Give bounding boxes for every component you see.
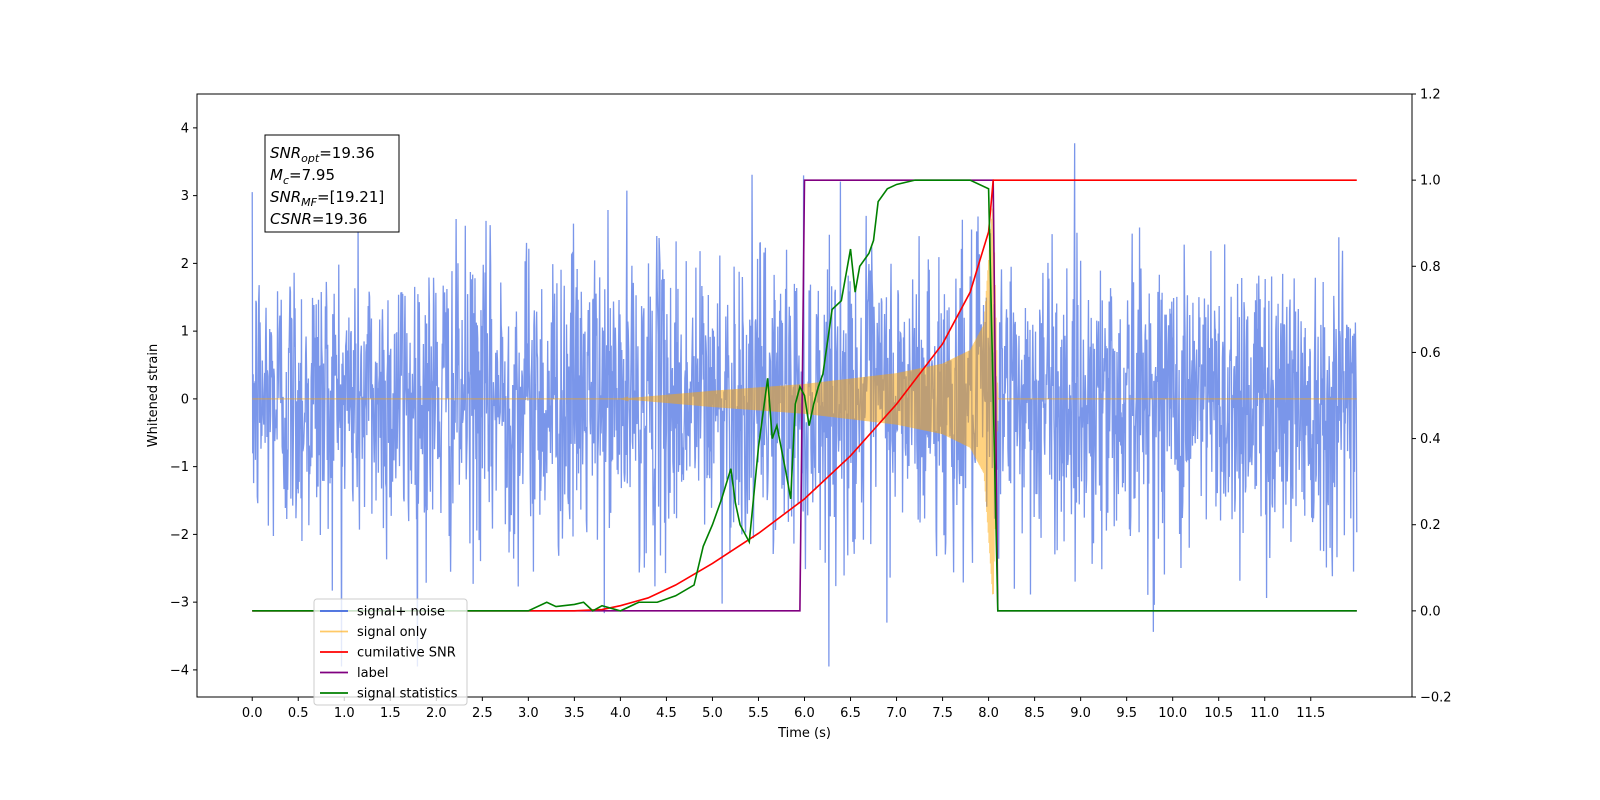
legend-label: signal statistics: [357, 687, 458, 702]
y-axis-label: Whitened strain: [146, 344, 161, 447]
x-tick-label: 11.0: [1250, 706, 1279, 721]
y-tick-label: −1: [170, 460, 189, 475]
x-tick-label: 2.0: [426, 706, 447, 721]
y-axis-left: 4 3 2 1 0 −1 −2 −3 −4: [170, 121, 197, 678]
series-signal-plus-noise: [251, 143, 1358, 667]
y2-tick-label: 1.0: [1420, 174, 1441, 189]
annotation-line: Mc=7.95: [270, 166, 335, 187]
y2-tick-label: −0.2: [1420, 691, 1452, 706]
y-tick-label: −4: [170, 663, 189, 678]
y2-tick-label: 1.2: [1420, 88, 1441, 103]
y-tick-label: 0: [181, 392, 189, 407]
y-tick-label: 4: [181, 121, 189, 136]
y2-tick-label: 0.2: [1420, 518, 1441, 533]
legend-label: signal+ noise: [357, 605, 445, 620]
series-layer: [251, 143, 1358, 667]
x-tick-label: 5.0: [702, 706, 723, 721]
y-tick-label: 2: [181, 257, 189, 272]
x-tick-label: 7.0: [886, 706, 907, 721]
x-tick-label: 10.5: [1204, 706, 1233, 721]
legend-label: cumilative SNR: [357, 646, 456, 661]
x-tick-label: 0.0: [242, 706, 263, 721]
x-tick-label: 4.5: [656, 706, 677, 721]
y-tick-label: 1: [181, 325, 189, 340]
series-signal-only: [252, 198, 1357, 595]
x-axis: 0.0 0.5 1.0 1.5 2.0 2.5 3.0 3.5 4.0 4.5 5.0 5.5 6.0 6…: [242, 697, 1325, 721]
x-tick-label: 9.5: [1116, 706, 1137, 721]
x-tick-label: 4.0: [610, 706, 631, 721]
y2-tick-label: 0.6: [1420, 346, 1441, 361]
legend-frame: [313, 598, 468, 706]
x-tick-label: 0.5: [288, 706, 309, 721]
x-tick-label: 11.5: [1296, 706, 1325, 721]
x-tick-label: 8.0: [978, 706, 999, 721]
x-tick-label: 1.0: [334, 706, 355, 721]
annotation-line: SNRopt=19.36: [270, 144, 375, 165]
x-tick-label: 5.5: [748, 706, 769, 721]
y-tick-label: −3: [170, 596, 189, 611]
y2-tick-label: 0.0: [1420, 604, 1441, 619]
x-tick-label: 3.5: [564, 706, 585, 721]
legend-label: label: [357, 666, 388, 681]
x-tick-label: 1.5: [380, 706, 401, 721]
series-signal-statistics: [252, 179, 1357, 612]
annotation-line: CSNR=19.36: [270, 210, 367, 228]
x-tick-label: 6.5: [840, 706, 861, 721]
y2-tick-label: 0.8: [1420, 260, 1441, 275]
stats-annotation-box: SNRopt=19.36Mc=7.95SNRMF=[19.21]CSNR=19.…: [264, 134, 400, 233]
y-tick-label: 3: [181, 189, 189, 204]
y-axis-right: 1.2 1.0 0.8 0.6 0.4 0.2 0.0 −0.2: [1412, 88, 1452, 706]
x-tick-label: 7.5: [932, 706, 953, 721]
x-tick-label: 3.0: [518, 706, 539, 721]
x-axis-label: Time (s): [777, 726, 831, 741]
annotation-frame: [264, 134, 400, 233]
legend: signal+ noise signal only cumilative SNR la…: [313, 598, 468, 706]
annotation-line: SNRMF=[19.21]: [270, 188, 384, 209]
y-tick-label: −2: [170, 528, 189, 543]
x-tick-label: 2.5: [472, 706, 493, 721]
legend-label: signal only: [357, 625, 427, 640]
x-tick-label: 6.0: [794, 706, 815, 721]
x-tick-label: 10.0: [1158, 706, 1187, 721]
x-tick-label: 9.0: [1070, 706, 1091, 721]
y2-tick-label: 0.4: [1420, 432, 1441, 447]
x-tick-label: 8.5: [1024, 706, 1045, 721]
series-cumulative-snr: [252, 179, 1357, 612]
